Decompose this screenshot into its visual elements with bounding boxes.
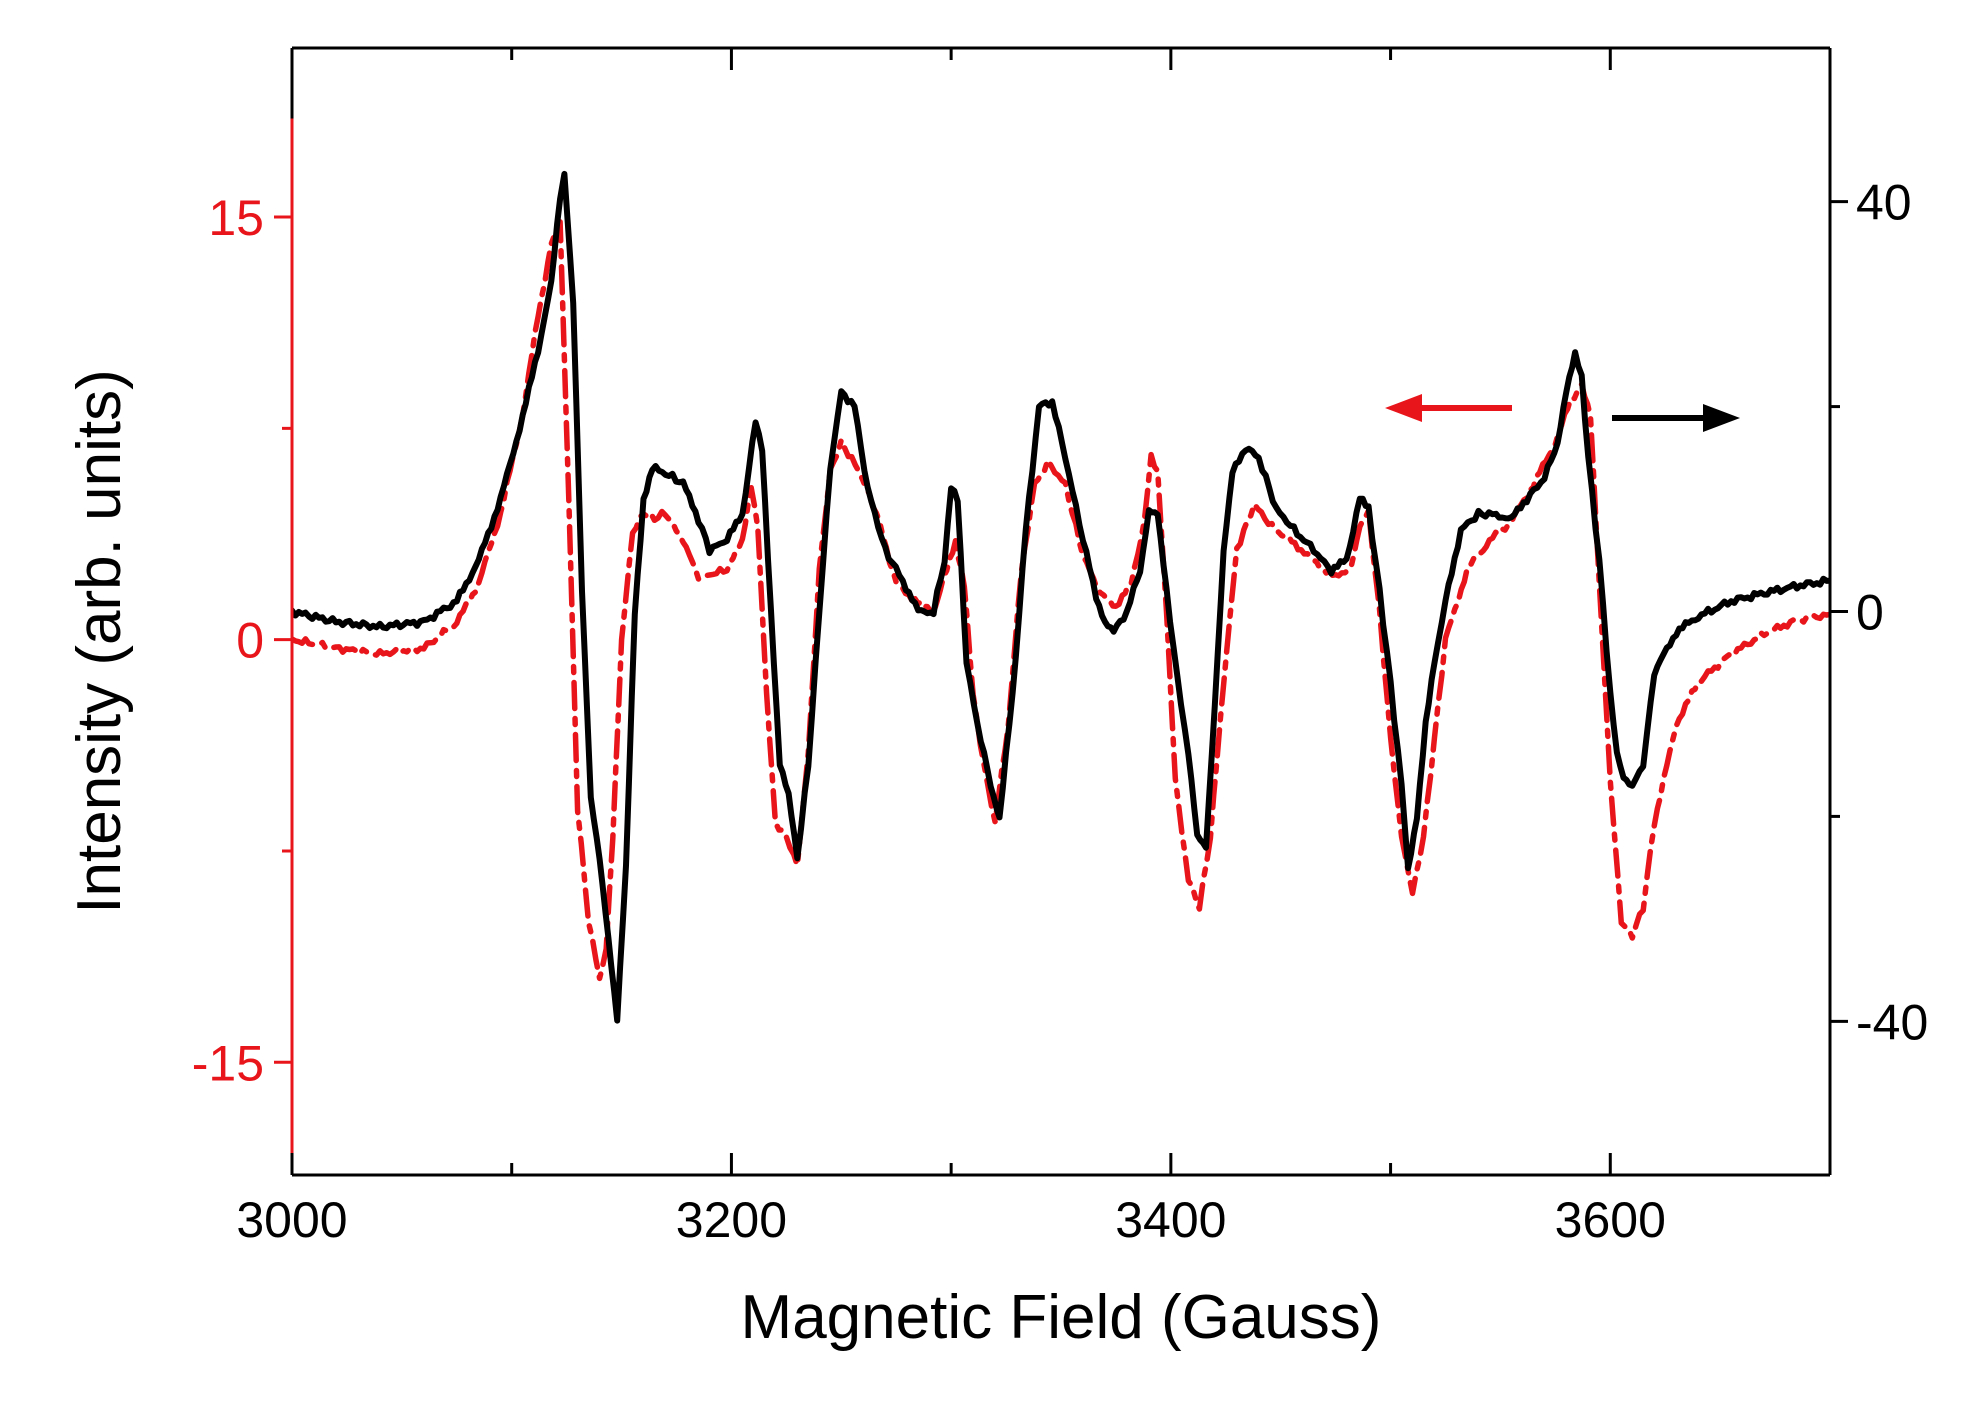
x-tick-label: 3000 xyxy=(236,1192,347,1248)
right-axis-arrow-head xyxy=(1703,404,1740,432)
x-tick-label: 3200 xyxy=(676,1192,787,1248)
y-axis-title: Intensity (arb. units) xyxy=(65,369,134,913)
y-left-tick-label: 0 xyxy=(236,613,264,669)
y-right-tick-label: 40 xyxy=(1856,175,1912,231)
y-left-tick-label: -15 xyxy=(192,1035,264,1091)
y-left-tick-label: 15 xyxy=(208,190,264,246)
series-group xyxy=(292,170,1830,1024)
y-right-tick-label: 0 xyxy=(1856,585,1884,641)
axes-layer: 3000 3200 3400 3600 -15 0 15 -40 0 40 xyxy=(192,46,1928,1248)
x-axis-title: Magnetic Field (Gauss) xyxy=(741,1283,1382,1352)
series-line-black-solid xyxy=(292,170,1830,1024)
x-tick-label: 3400 xyxy=(1115,1192,1226,1248)
y-right-tick-label: -40 xyxy=(1856,994,1928,1050)
plot-layer xyxy=(292,170,1830,1024)
left-axis-arrow-head xyxy=(1385,394,1422,422)
labels-layer: Magnetic Field (Gauss) Intensity (arb. u… xyxy=(65,369,1381,1352)
x-tick-label: 3600 xyxy=(1555,1192,1666,1248)
series-line-red-dashdot xyxy=(292,219,1830,982)
